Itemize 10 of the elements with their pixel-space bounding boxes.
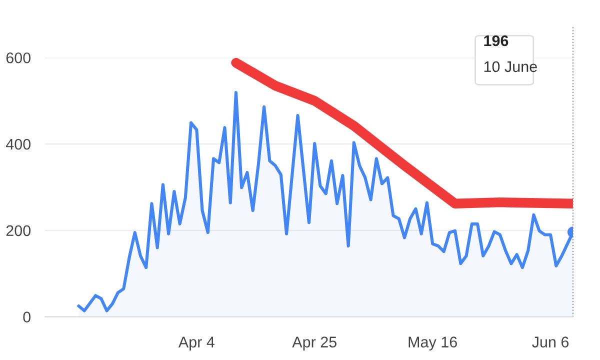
- x-tick-label: Apr 4: [178, 336, 214, 350]
- y-tick-label: 400: [6, 138, 31, 150]
- y-tick-label: 0: [23, 312, 31, 322]
- x-tick-label: Jun 6: [532, 336, 569, 348]
- x-tick-label: May 16: [408, 336, 457, 350]
- annotation: 10 June: [484, 61, 537, 72]
- text: 196: [484, 35, 508, 46]
- y-tick-label: 200: [6, 225, 31, 236]
- y-tick-label: 600: [6, 52, 31, 64]
- x-tick-label: Apr 25: [292, 336, 336, 350]
